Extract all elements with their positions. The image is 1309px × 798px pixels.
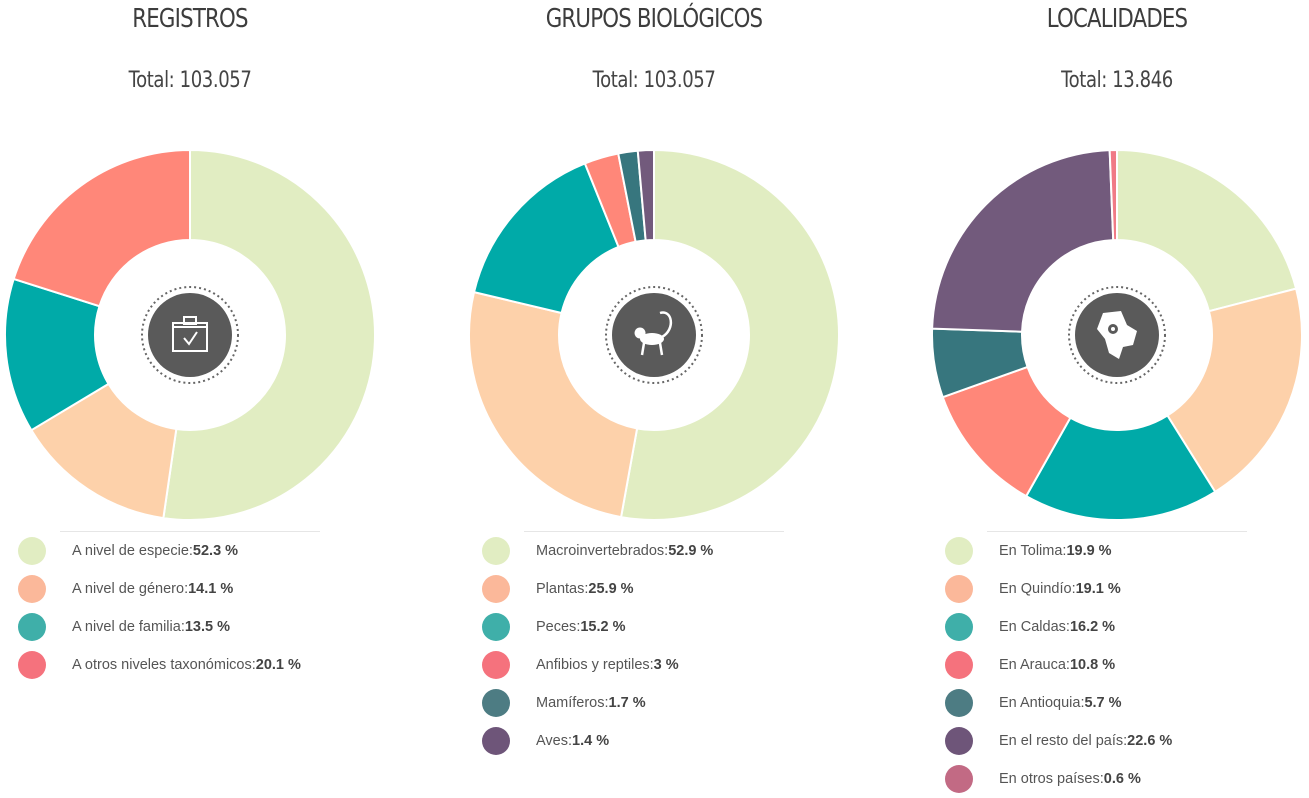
- legend-grupos: Macroinvertebrados: 52.9 % Plantas: 25.9 …: [482, 532, 713, 760]
- chart-total: Total: 13.846: [1061, 68, 1173, 93]
- monkey-icon: [605, 286, 703, 384]
- legend-divider: [987, 531, 1247, 532]
- legend-item: En Tolima: 19.9 %: [945, 532, 1172, 570]
- legend-label: En Arauca: [999, 657, 1066, 673]
- chart-total: Total: 103.057: [128, 68, 252, 93]
- legend-localidades: En Tolima: 19.9 % En Quindío: 19.1 % En Ca…: [945, 532, 1172, 798]
- chart-title: GRUPOS BIOLÓGICOS: [545, 4, 763, 34]
- donut-slice[interactable]: [1166, 287, 1303, 494]
- legend-label: En Caldas: [999, 619, 1066, 635]
- panel-localidades: LOCALIDADES Total: 13.846 En Tolima: 19.…: [907, 0, 1309, 793]
- legend-item: En el resto del país: 22.6 %: [945, 722, 1172, 760]
- donut-slice[interactable]: [12, 150, 191, 308]
- chart-title: LOCALIDADES: [1046, 4, 1188, 34]
- legend-label: Aves: [536, 733, 568, 749]
- clipboard-check-icon: [141, 286, 239, 384]
- legend-label: Plantas: [536, 581, 585, 597]
- legend-divider: [60, 531, 320, 532]
- legend-label: A nivel de género: [72, 581, 185, 597]
- legend-label: Mamíferos: [536, 695, 605, 711]
- chart-total: Total: 103.057: [592, 68, 716, 93]
- donut-slice[interactable]: [162, 150, 376, 521]
- legend-value: 1.7 %: [608, 695, 646, 711]
- legend-swatch: [18, 613, 46, 641]
- legend-label: Anfibios y reptiles: [536, 657, 650, 673]
- legend-item: En Caldas: 16.2 %: [945, 608, 1172, 646]
- donut-chart-registros: [4, 150, 376, 521]
- panel-grupos-biologicos: GRUPOS BIOLÓGICOS Total: 103.057 Macroin…: [444, 0, 864, 789]
- legend-label: En Antioquia: [999, 695, 1081, 711]
- legend-swatch: [18, 651, 46, 679]
- legend-value: 10.8 %: [1069, 657, 1116, 673]
- legend-label: En el resto del país: [999, 733, 1124, 749]
- legend-swatch: [482, 651, 510, 679]
- legend-item: A nivel de familia: 13.5 %: [18, 608, 301, 646]
- legend-value: 1.4 %: [572, 733, 610, 749]
- legend-label: A otros niveles taxonómicos: [72, 657, 252, 673]
- legend-value: 20.1 %: [255, 657, 301, 673]
- legend-swatch: [945, 727, 973, 755]
- legend-registros: A nivel de especie: 52.3 % A nivel de gén…: [18, 532, 301, 684]
- legend-value: 16.2 %: [1069, 619, 1116, 635]
- legend-swatch: [945, 537, 973, 565]
- legend-swatch: [482, 537, 510, 565]
- legend-swatch: [945, 613, 973, 641]
- legend-item: Macroinvertebrados: 52.9 %: [482, 532, 713, 570]
- legend-divider: [524, 531, 784, 532]
- legend-value: 5.7 %: [1084, 695, 1122, 711]
- legend-swatch: [482, 689, 510, 717]
- donut-slice[interactable]: [1108, 150, 1118, 242]
- legend-swatch: [482, 575, 510, 603]
- legend-item: En otros países: 0.6 %: [945, 760, 1172, 798]
- donut-chart-grupos: [468, 150, 840, 521]
- legend-swatch: [945, 765, 973, 793]
- legend-value: 3 %: [653, 657, 679, 673]
- legend-swatch: [945, 651, 973, 679]
- legend-value: 22.6 %: [1127, 733, 1173, 749]
- legend-label: A nivel de familia: [72, 619, 181, 635]
- legend-value: 52.9 %: [668, 543, 714, 559]
- legend-item: Plantas: 25.9 %: [482, 570, 713, 608]
- colombia-map-pin-icon: [1068, 286, 1166, 384]
- legend-label: En Quindío: [999, 581, 1072, 597]
- legend-item: En Antioquia: 5.7 %: [945, 684, 1172, 722]
- panel-registros: REGISTROS Total: 103.057 A nivel de espe…: [0, 0, 400, 789]
- legend-value: 52.3 %: [192, 543, 239, 559]
- legend-label: Peces: [536, 619, 577, 635]
- legend-value: 0.6 %: [1103, 771, 1141, 787]
- donut-chart-localidades: [931, 150, 1303, 521]
- legend-item: En Quindío: 19.1 %: [945, 570, 1172, 608]
- legend-value: 19.1 %: [1075, 581, 1121, 597]
- donut-slice[interactable]: [468, 290, 639, 519]
- chart-title: REGISTROS: [132, 4, 248, 34]
- legend-item: Anfibios y reptiles: 3 %: [482, 646, 713, 684]
- legend-label: En otros países: [999, 771, 1100, 787]
- legend-item: A otros niveles taxonómicos: 20.1 %: [18, 646, 301, 684]
- legend-value: 14.1 %: [188, 581, 234, 597]
- legend-swatch: [482, 727, 510, 755]
- donut-slice[interactable]: [931, 150, 1115, 333]
- legend-value: 25.9 %: [588, 581, 634, 597]
- legend-swatch: [482, 613, 510, 641]
- legend-label: A nivel de especie: [72, 543, 189, 559]
- donut-slice[interactable]: [1024, 414, 1217, 521]
- legend-label: En Tolima: [999, 543, 1063, 559]
- legend-item: A nivel de género: 14.1 %: [18, 570, 301, 608]
- legend-swatch: [18, 575, 46, 603]
- donut-slice[interactable]: [636, 150, 655, 242]
- legend-value: 15.2 %: [580, 619, 626, 635]
- legend-item: Aves: 1.4 %: [482, 722, 713, 760]
- legend-item: Mamíferos: 1.7 %: [482, 684, 713, 722]
- legend-swatch: [945, 689, 973, 717]
- legend-label: Macroinvertebrados: [536, 543, 665, 559]
- legend-item: En Arauca: 10.8 %: [945, 646, 1172, 684]
- donut-slice[interactable]: [1116, 150, 1298, 313]
- legend-swatch: [18, 537, 46, 565]
- legend-item: Peces: 15.2 %: [482, 608, 713, 646]
- legend-value: 19.9 %: [1066, 543, 1112, 559]
- legend-swatch: [945, 575, 973, 603]
- legend-value: 13.5 %: [184, 619, 230, 635]
- donut-slice[interactable]: [619, 150, 840, 521]
- legend-item: A nivel de especie: 52.3 %: [18, 532, 301, 570]
